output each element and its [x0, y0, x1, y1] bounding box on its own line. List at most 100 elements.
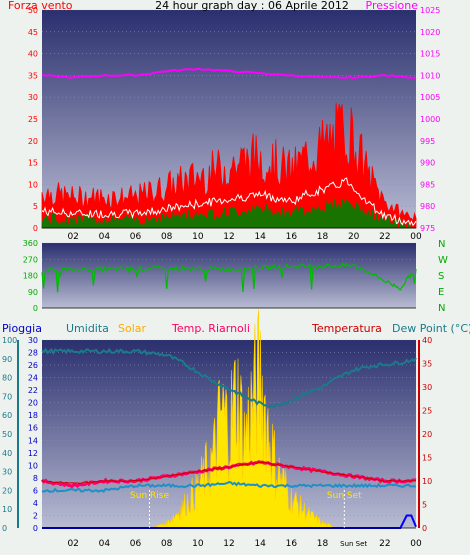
wind-tick-label: 35	[28, 71, 38, 80]
rain-tick-label: 10	[28, 461, 38, 470]
pressure-tick-label: 995	[420, 137, 435, 146]
direction-tick-label: 90	[28, 288, 38, 297]
x-tick-label-bottom: 06	[130, 539, 142, 549]
wind-axis-title: Forza vento	[8, 0, 73, 12]
direction-tick-label: 270	[23, 255, 38, 264]
temperature-series	[41, 461, 416, 485]
rain-tick-label: 18	[28, 411, 38, 420]
wind-gust-series	[41, 102, 417, 229]
x-tick-label-bottom: Sun Set	[340, 540, 367, 548]
temperature-tick-label: 25	[422, 407, 432, 416]
x-tick-label-top: 22	[379, 232, 390, 242]
wind-tick-label: 10	[28, 180, 38, 189]
pressure-tick-label: 1025	[420, 6, 440, 15]
pressure-tick-label: 1020	[420, 28, 440, 37]
temp-riarnoli-title: Temp. Riarnoli	[171, 322, 250, 335]
humidity-axis-title: Umidita	[66, 322, 109, 335]
temperature-tick-label: 30	[422, 383, 432, 392]
humidity-tick-label: 30	[2, 468, 12, 477]
dew-point-series	[41, 481, 417, 493]
solar-series	[150, 309, 339, 529]
sunrise-label: Sun Rise	[130, 491, 169, 501]
wind-tick-label: 15	[28, 159, 38, 168]
temperature-tick-label: 15	[422, 454, 432, 463]
rain-tick-label: 8	[33, 474, 38, 483]
x-tick-label-top: 00	[410, 232, 422, 242]
humidity-tick-label: 100	[2, 336, 17, 345]
x-tick-label-bottom: 18	[317, 539, 329, 549]
compass-label: N	[438, 303, 445, 314]
x-tick-label-bottom: 04	[99, 539, 111, 549]
humidity-series	[41, 347, 417, 409]
sunset-label: Sun Set	[327, 491, 362, 501]
compass-label: W	[438, 255, 448, 266]
wind-tick-label: 45	[28, 28, 38, 37]
x-tick-label-bottom: 16	[286, 539, 298, 549]
pressure-tick-label: 1010	[420, 71, 440, 80]
x-tick-label-bottom: 00	[410, 539, 422, 549]
rain-tick-label: 14	[28, 436, 38, 445]
temperature-axis-title: Temperatura	[311, 322, 382, 335]
pressure-tick-label: 1000	[420, 115, 440, 124]
wind-avg-series	[41, 177, 417, 227]
x-tick-label-top: 16	[286, 232, 298, 242]
compass-label: S	[438, 271, 444, 282]
x-tick-label-bottom: 14	[254, 539, 266, 549]
x-tick-label-top: 06	[130, 232, 142, 242]
temperature-tick-label: 5	[422, 501, 427, 510]
temperature-tick-label: 10	[422, 477, 432, 486]
rain-tick-label: 0	[33, 524, 38, 533]
pressure-axis-title: Pressione	[366, 0, 419, 12]
x-tick-label-bottom: 12	[223, 539, 234, 549]
rain-axis-title: Pioggia	[2, 322, 42, 335]
rain-tick-label: 28	[28, 349, 38, 358]
wind-tick-label: 5	[33, 202, 38, 211]
x-tick-label-top: 12	[223, 232, 234, 242]
rain-tick-label: 30	[28, 336, 38, 345]
x-tick-label-bottom: 10	[192, 539, 204, 549]
rain-tick-label: 6	[33, 486, 38, 495]
x-tick-label-bottom: 22	[379, 539, 390, 549]
pressure-tick-label: 1015	[420, 50, 440, 59]
humidity-tick-label: 70	[2, 392, 12, 401]
compass-label: E	[438, 287, 444, 298]
wind-low-series	[41, 198, 416, 229]
x-tick-label-bottom: 08	[161, 539, 173, 549]
wind-tick-label: 25	[28, 115, 38, 124]
x-tick-label-top: 02	[67, 232, 78, 242]
humidity-tick-label: 80	[2, 374, 12, 383]
wind-tick-label: 30	[28, 93, 38, 102]
wind-direction-series	[41, 262, 417, 293]
rain-tick-label: 26	[28, 361, 38, 370]
chart-title: 24 hour graph day : 06 Aprile 2012	[155, 0, 349, 12]
pressure-tick-label: 980	[420, 202, 435, 211]
rain-tick-label: 24	[28, 374, 38, 383]
wind-tick-label: 50	[28, 6, 38, 15]
solar-axis-title: Solar	[118, 322, 147, 335]
humidity-tick-label: 0	[2, 524, 7, 533]
pressure-tick-label: 985	[420, 180, 435, 189]
pressure-tick-label: 1005	[420, 93, 440, 102]
wind-direction-plot-area	[42, 243, 416, 308]
x-tick-label-top: 04	[99, 232, 111, 242]
temperature-tick-label: 20	[422, 430, 432, 439]
rain-tick-label: 20	[28, 399, 38, 408]
temperature-tick-label: 0	[422, 524, 427, 533]
wind-tick-label: 0	[33, 224, 38, 233]
temperature-tick-label: 35	[422, 360, 432, 369]
compass-label: N	[438, 239, 445, 250]
humidity-tick-label: 10	[2, 505, 12, 514]
rain-tick-label: 22	[28, 386, 38, 395]
pressure-tick-label: 975	[420, 224, 435, 233]
pressure-series	[41, 67, 417, 80]
wind-tick-label: 40	[28, 50, 38, 59]
x-tick-label-top: 18	[317, 232, 329, 242]
rain-tick-label: 12	[28, 449, 38, 458]
pressure-tick-label: 990	[420, 159, 435, 168]
humidity-tick-label: 90	[2, 355, 12, 364]
x-tick-label-top: 14	[254, 232, 266, 242]
temperature-tick-label: 40	[422, 336, 432, 345]
direction-tick-label: 180	[23, 272, 38, 281]
x-tick-label-bottom: 02	[67, 539, 78, 549]
